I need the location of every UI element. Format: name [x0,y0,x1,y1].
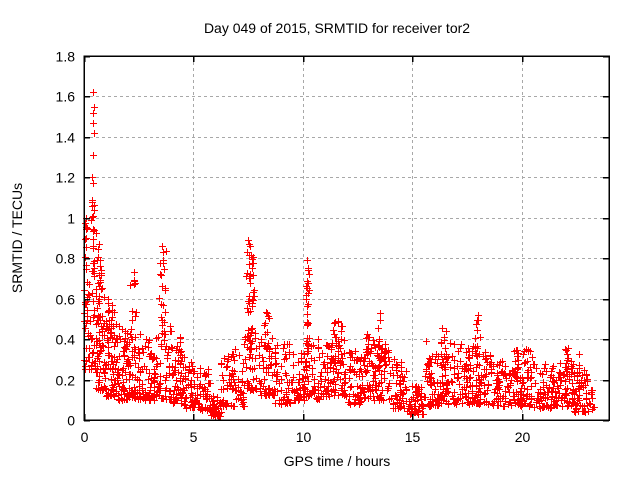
y-tick-label: 1.4 [56,130,76,146]
y-tick-label: 0 [67,413,75,429]
y-tick-label: 0.2 [56,373,76,389]
y-tick-label: 1.8 [56,49,76,65]
y-tick-label: 1 [67,211,75,227]
x-tick-label: 0 [81,429,89,445]
x-tick-label: 20 [515,429,531,445]
y-axis-label: SRMTID / TECUs [9,183,25,293]
y-tick-label: 0.8 [56,251,76,267]
chart-title: Day 049 of 2015, SRMTID for receiver tor… [204,20,470,36]
scatter-points [81,89,598,420]
y-tick-label: 1.6 [56,89,76,105]
x-tick-label: 15 [405,429,421,445]
y-tick-label: 1.2 [56,170,76,186]
tick-labels: 0 0.2 0.4 0.6 0.8 1 1.2 1.4 1.6 1.8 0 5 10 15 20 [56,49,531,446]
x-axis-label: GPS time / hours [284,453,391,469]
x-tick-label: 10 [296,429,312,445]
plot-border [83,55,610,421]
y-tick-label: 0.4 [56,332,76,348]
x-tick-label: 5 [190,429,198,445]
y-tick-label: 0.6 [56,292,76,308]
data-point-markers [81,89,598,420]
grid-lines [84,56,609,420]
